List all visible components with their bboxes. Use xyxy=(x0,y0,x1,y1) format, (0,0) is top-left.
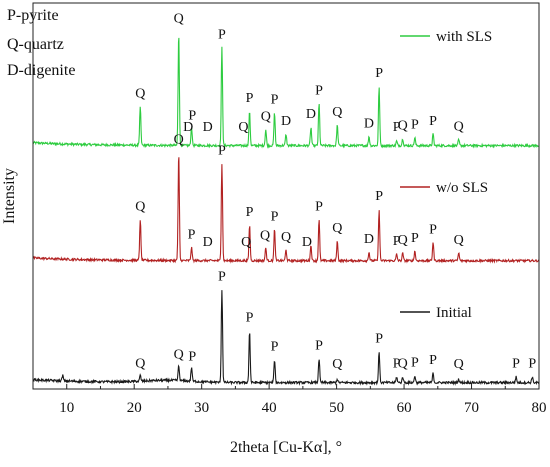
peak-label: P xyxy=(429,222,437,237)
peak-label: Q xyxy=(332,221,342,236)
peak-label: Q xyxy=(238,120,248,135)
peak-label: Q xyxy=(135,87,145,102)
peak-label: Q xyxy=(398,119,408,134)
peak-label: P xyxy=(429,114,437,129)
series-line-0 xyxy=(32,37,539,149)
peak-label: P xyxy=(375,66,383,81)
peak-label: P xyxy=(271,339,279,354)
peak-label: P xyxy=(375,189,383,204)
peak-label: P xyxy=(246,91,254,106)
legend-label: w/o SLS xyxy=(436,180,488,196)
x-tick-label: 50 xyxy=(329,400,344,416)
series-line-1 xyxy=(32,157,540,264)
x-axis-ticks: 10 20 30 40 50 60 70 80 xyxy=(32,384,547,416)
peak-label: Q xyxy=(398,357,408,372)
peak-label: P xyxy=(393,234,401,249)
peak-label: Q xyxy=(135,357,145,372)
x-axis-label: 2theta [Cu-Kα], ° xyxy=(230,439,342,456)
y-axis-label: Intensity xyxy=(1,168,18,224)
x-tick-label: 10 xyxy=(59,400,74,416)
peak-label: Q xyxy=(261,110,271,125)
peak-label: D xyxy=(281,114,291,129)
peak-label: Q xyxy=(174,11,184,26)
trace-group xyxy=(32,37,540,386)
peak-label: P xyxy=(393,357,401,372)
peak-label: P xyxy=(411,231,419,246)
peak-label: Q xyxy=(174,347,184,362)
peak-label: Q xyxy=(260,229,270,244)
peak-label: D xyxy=(302,235,312,250)
peak-label: P xyxy=(512,357,520,372)
peak-label: D xyxy=(183,120,193,135)
peak-label: D xyxy=(364,232,374,247)
legend-label: with SLS xyxy=(436,29,492,45)
peak-label: P xyxy=(188,228,196,243)
plot-frame xyxy=(32,2,540,390)
phase-key: P-pyrite Q-quartz D-digenite xyxy=(7,7,75,79)
peak-label: P xyxy=(246,311,254,326)
peak-label: Q xyxy=(454,120,464,135)
phase-key-digenite: D-digenite xyxy=(7,62,75,79)
peak-label: Q xyxy=(454,233,464,248)
phase-key-quartz: Q-quartz xyxy=(7,36,64,53)
peak-label: D xyxy=(364,116,374,131)
peak-label: P xyxy=(429,353,437,368)
peak-label: P xyxy=(411,356,419,371)
x-tick-label: 60 xyxy=(397,400,412,416)
peak-label: Q xyxy=(281,230,291,245)
peak-label: Q xyxy=(332,357,342,372)
peak-label: P xyxy=(393,120,401,135)
peak-label: Q xyxy=(398,233,408,248)
peak-label: P xyxy=(315,83,323,98)
peak-label: D xyxy=(203,235,213,250)
peak-label: P xyxy=(411,118,419,133)
peak-label: P xyxy=(315,338,323,353)
peak-label: P xyxy=(271,209,279,224)
peak-label: P xyxy=(218,269,226,284)
legend-label: Initial xyxy=(436,305,472,321)
peak-label: P xyxy=(315,200,323,215)
series-line-2 xyxy=(32,290,540,386)
peak-label: P xyxy=(246,205,254,220)
peak-label: Q xyxy=(332,105,342,120)
peak-label: Q xyxy=(135,200,145,215)
x-tick-label: 20 xyxy=(127,400,142,416)
legend: with SLS w/o SLS Initial xyxy=(400,29,492,321)
peak-label: P xyxy=(528,357,536,372)
peak-label: P xyxy=(218,144,226,159)
x-tick-label: 70 xyxy=(464,400,479,416)
x-tick-label: 30 xyxy=(194,400,209,416)
peak-label: P xyxy=(218,27,226,42)
peak-label: Q xyxy=(174,133,184,148)
peak-label: P xyxy=(188,109,196,124)
peak-label: D xyxy=(306,107,316,122)
phase-key-pyrite: P-pyrite xyxy=(7,7,59,24)
peak-label: P xyxy=(375,331,383,346)
peak-label: D xyxy=(203,120,213,135)
peak-label: P xyxy=(271,92,279,107)
x-tick-label: 80 xyxy=(532,400,547,416)
peak-label: P xyxy=(188,350,196,365)
peak-label: Q xyxy=(454,357,464,372)
x-tick-label: 40 xyxy=(262,400,277,416)
peak-label: Q xyxy=(241,235,251,250)
